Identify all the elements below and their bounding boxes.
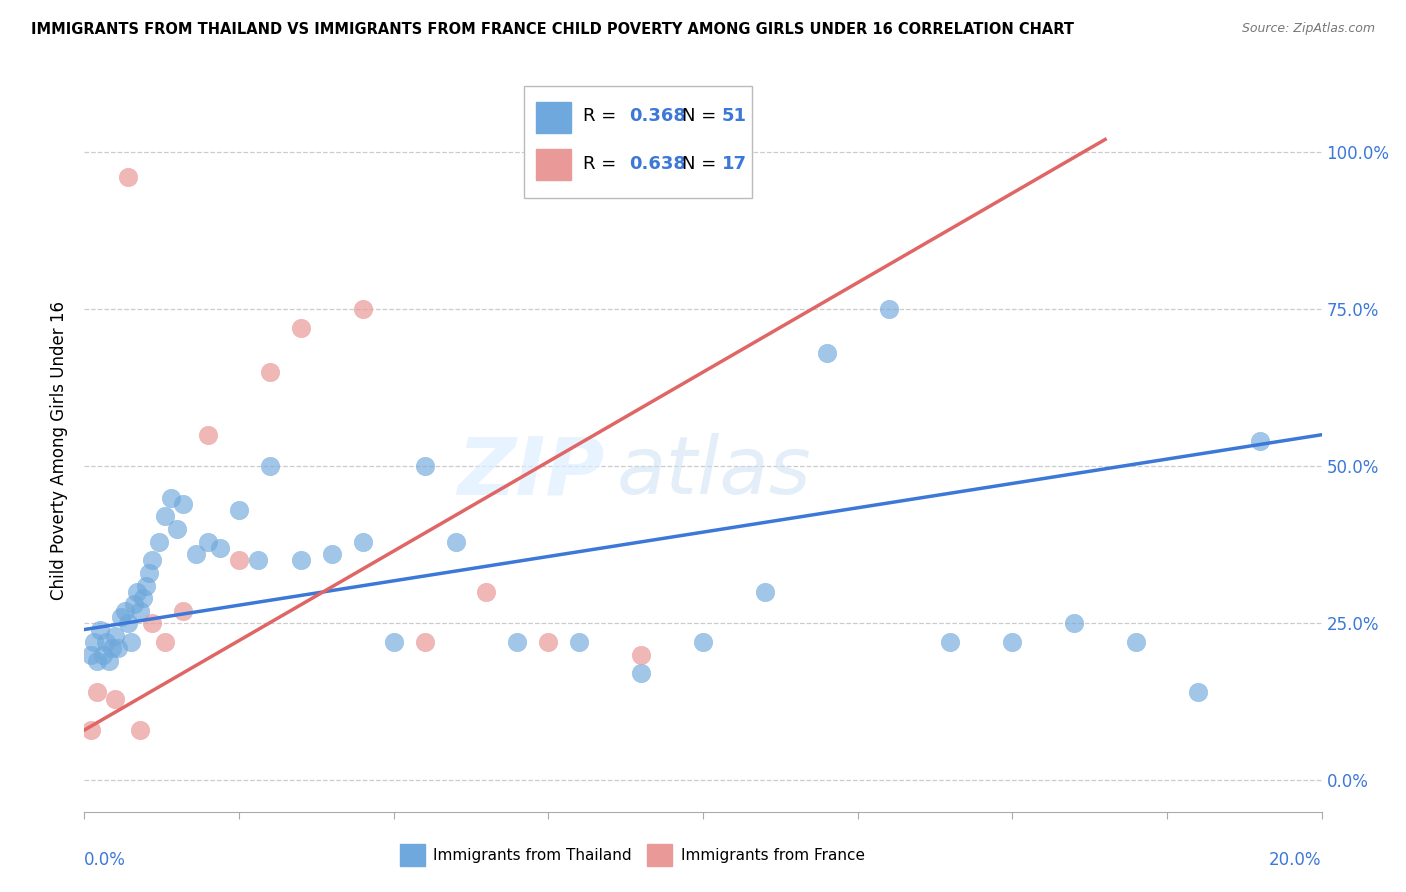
Text: Immigrants from Thailand: Immigrants from Thailand <box>433 847 631 863</box>
Point <box>184 547 207 561</box>
Point <box>94 635 117 649</box>
Point <box>148 534 170 549</box>
Text: 20.0%: 20.0% <box>1270 851 1322 869</box>
Point <box>86 654 108 668</box>
Point <box>228 553 250 567</box>
Point <box>290 553 312 567</box>
Text: Immigrants from France: Immigrants from France <box>681 847 865 863</box>
Point <box>122 598 145 612</box>
Point <box>259 365 281 379</box>
Point <box>125 584 148 599</box>
Point <box>1063 616 1085 631</box>
Point <box>79 723 101 737</box>
Point <box>568 635 591 649</box>
Point <box>132 591 155 606</box>
Point <box>86 685 108 699</box>
Point <box>172 497 194 511</box>
Point <box>290 321 312 335</box>
Point <box>110 610 132 624</box>
Point <box>475 584 498 599</box>
Point <box>630 648 652 662</box>
Text: N =: N = <box>682 154 721 173</box>
Point <box>166 522 188 536</box>
Point <box>89 623 111 637</box>
Point <box>413 459 436 474</box>
Point <box>1001 635 1024 649</box>
Point <box>228 503 250 517</box>
Point <box>91 648 114 662</box>
Point <box>259 459 281 474</box>
Point <box>1125 635 1147 649</box>
Point <box>104 629 127 643</box>
Point <box>630 666 652 681</box>
Point <box>101 641 124 656</box>
Point <box>160 491 183 505</box>
Point <box>692 635 714 649</box>
Point <box>129 723 152 737</box>
Text: ZIP: ZIP <box>457 434 605 511</box>
Point <box>120 635 142 649</box>
Bar <box>536 149 571 179</box>
Point <box>246 553 269 567</box>
Bar <box>647 844 672 866</box>
Text: N =: N = <box>682 107 721 125</box>
Point <box>1187 685 1209 699</box>
Point <box>117 616 139 631</box>
Point <box>506 635 529 649</box>
Point <box>83 635 105 649</box>
Point <box>382 635 405 649</box>
Point <box>107 641 129 656</box>
Point <box>141 616 163 631</box>
Point <box>537 635 560 649</box>
Text: IMMIGRANTS FROM THAILAND VS IMMIGRANTS FROM FRANCE CHILD POVERTY AMONG GIRLS UND: IMMIGRANTS FROM THAILAND VS IMMIGRANTS F… <box>31 22 1074 37</box>
Point <box>754 584 776 599</box>
Text: 51: 51 <box>721 107 747 125</box>
Point <box>352 534 374 549</box>
Point <box>877 302 900 317</box>
Point <box>153 509 176 524</box>
Point <box>172 604 194 618</box>
Point <box>321 547 343 561</box>
Point <box>117 170 139 185</box>
Point <box>79 648 101 662</box>
Point <box>209 541 232 555</box>
Point <box>197 534 219 549</box>
Text: 0.368: 0.368 <box>628 107 686 125</box>
Point <box>153 635 176 649</box>
Point <box>197 427 219 442</box>
Point <box>98 654 121 668</box>
Text: 0.638: 0.638 <box>628 154 686 173</box>
Point <box>815 346 838 360</box>
Point <box>413 635 436 649</box>
Y-axis label: Child Poverty Among Girls Under 16: Child Poverty Among Girls Under 16 <box>51 301 69 600</box>
Point <box>135 578 157 592</box>
Text: R =: R = <box>583 154 621 173</box>
Point <box>939 635 962 649</box>
Point <box>1249 434 1271 448</box>
Text: R =: R = <box>583 107 621 125</box>
Point <box>138 566 160 580</box>
Text: Source: ZipAtlas.com: Source: ZipAtlas.com <box>1241 22 1375 36</box>
Bar <box>399 844 425 866</box>
Point <box>129 604 152 618</box>
Point <box>114 604 136 618</box>
Text: atlas: atlas <box>616 434 811 511</box>
Text: 0.0%: 0.0% <box>84 851 127 869</box>
Bar <box>536 103 571 133</box>
Point <box>104 691 127 706</box>
Point <box>352 302 374 317</box>
Point <box>141 553 163 567</box>
Text: 17: 17 <box>721 154 747 173</box>
Point <box>444 534 467 549</box>
FancyBboxPatch shape <box>523 86 752 198</box>
